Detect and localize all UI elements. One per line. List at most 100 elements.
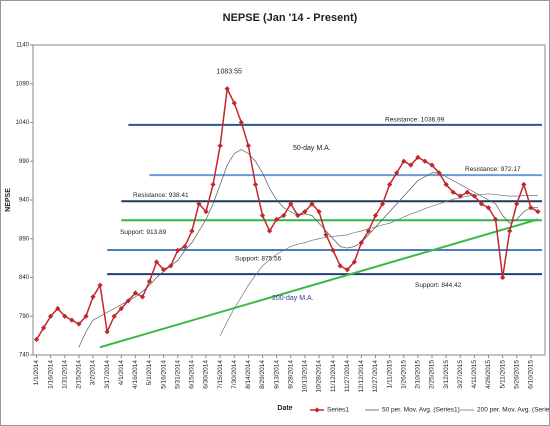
- data-point: [330, 247, 336, 253]
- level-label: Support: 913.89: [120, 229, 167, 236]
- data-point: [323, 232, 329, 238]
- data-point: [196, 201, 202, 207]
- data-point: [125, 298, 131, 304]
- data-point: [464, 189, 470, 195]
- x-tick-label: 4/26/2015: [485, 360, 492, 389]
- data-point: [48, 313, 54, 319]
- chart-title: NEPSE (Jan '14 - Present): [223, 12, 358, 24]
- data-point: [471, 193, 477, 199]
- x-tick-label: 12/12/2014: [358, 360, 365, 393]
- y-tick-label: 1040: [16, 120, 30, 126]
- data-point: [387, 181, 393, 188]
- data-point: [224, 86, 230, 92]
- x-tick-label: 2/10/2015: [415, 360, 422, 389]
- data-point: [528, 205, 534, 211]
- data-point: [521, 181, 527, 188]
- data-point: [443, 181, 449, 188]
- data-point: [358, 240, 364, 246]
- y-axis-label: NEPSE: [5, 188, 12, 212]
- x-tick-label: 3/2/2014: [90, 360, 97, 386]
- legend-label: 200 per. Mov. Avg. (Series1): [477, 407, 550, 414]
- legend-label: Series1: [327, 407, 349, 414]
- data-point: [266, 228, 273, 234]
- x-tick-label: 12/27/2014: [372, 360, 379, 393]
- x-tick-label: 6/15/2014: [189, 360, 196, 389]
- x-tick-label: 4/11/2015: [471, 360, 478, 389]
- data-point: [259, 212, 266, 219]
- data-point: [189, 228, 195, 234]
- x-tick-label: 1/16/2014: [47, 360, 54, 389]
- x-tick-label: 5/1/2014: [146, 360, 153, 386]
- y-tick-label: 1140: [16, 43, 30, 49]
- x-tick-label: 5/31/2014: [174, 360, 181, 389]
- data-point: [429, 162, 435, 168]
- data-point: [111, 313, 117, 319]
- data-point: [415, 154, 421, 160]
- x-tick-label: 11/12/2014: [330, 360, 337, 392]
- data-point: [535, 209, 541, 215]
- data-point: [153, 259, 160, 265]
- x-tick-label: 5/16/2014: [160, 360, 167, 389]
- data-point: [295, 212, 301, 219]
- plot-area: [32, 44, 546, 356]
- x-tick-label: 3/27/2015: [457, 360, 464, 389]
- peak-label: 1083.55: [217, 69, 242, 76]
- data-point: [351, 259, 357, 265]
- data-point: [161, 267, 167, 273]
- x-tick-label: 4/1/2014: [118, 360, 125, 386]
- data-point: [507, 228, 513, 234]
- data-point: [97, 282, 103, 288]
- y-tick-label: 790: [19, 314, 30, 320]
- level-label: Resistance: 972.17: [465, 166, 521, 173]
- y-tick-label: 940: [19, 198, 30, 204]
- data-point: [62, 313, 68, 319]
- data-point: [485, 205, 492, 211]
- data-point: [408, 162, 414, 168]
- data-point: [281, 212, 287, 219]
- y-tick-label: 990: [19, 159, 30, 165]
- data-point: [76, 321, 82, 327]
- data-point: [365, 228, 372, 234]
- data-point: [302, 209, 308, 215]
- x-axis-label: Date: [277, 405, 292, 412]
- x-tick-label: 2/15/2014: [76, 360, 83, 389]
- x-tick-label: 1/11/2015: [386, 360, 393, 389]
- x-tick-label: 2/25/2015: [429, 360, 436, 389]
- level-label: Resistance: 1036.99: [385, 117, 445, 124]
- data-point: [450, 189, 456, 195]
- data-point: [175, 247, 181, 253]
- x-tick-label: 9/28/2014: [287, 360, 294, 389]
- data-point: [217, 143, 223, 149]
- legend-marker: [314, 407, 320, 413]
- data-point: [379, 201, 386, 207]
- y-tick-label: 1090: [16, 81, 30, 87]
- legend-label: 50 per. Mov. Avg. (Series1): [382, 407, 460, 414]
- data-point: [274, 216, 280, 222]
- data-point: [514, 201, 520, 207]
- data-point: [33, 336, 40, 343]
- ma-label: 200-day M.A.: [272, 295, 314, 302]
- x-tick-label: 1/31/2014: [61, 360, 68, 389]
- data-point: [83, 313, 89, 319]
- data-point: [492, 216, 499, 222]
- data-point: [118, 305, 124, 312]
- data-point: [182, 243, 188, 250]
- data-point: [500, 274, 506, 281]
- x-tick-label: 10/28/2014: [316, 360, 323, 393]
- data-point: [69, 317, 75, 323]
- data-point: [238, 119, 244, 126]
- data-point: [337, 263, 343, 269]
- data-point: [252, 181, 259, 188]
- data-point: [422, 158, 428, 164]
- x-tick-label: 1/1/2014: [33, 360, 40, 386]
- level-label: Support: 875.56: [235, 256, 282, 263]
- data-point: [288, 201, 294, 207]
- data-point: [139, 294, 146, 300]
- x-tick-label: 10/13/2014: [302, 360, 309, 393]
- x-tick-label: 4/16/2014: [132, 360, 139, 389]
- data-point: [309, 201, 315, 207]
- data-point: [90, 294, 96, 300]
- data-point: [104, 329, 110, 335]
- x-tick-label: 11/27/2014: [344, 360, 351, 392]
